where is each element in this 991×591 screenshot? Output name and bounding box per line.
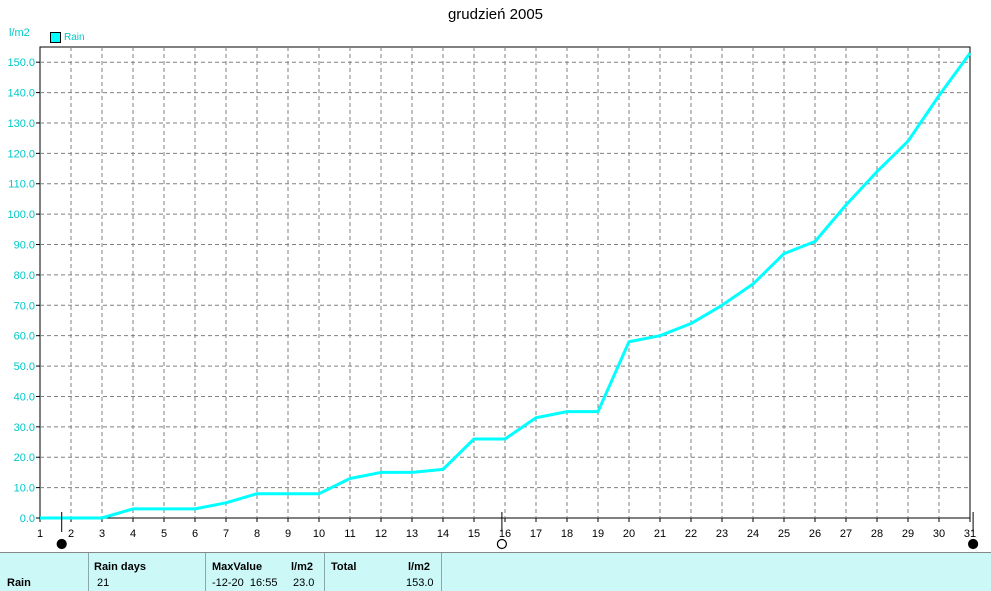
total-unit: l/m2 xyxy=(408,561,431,573)
x-tick-label: 13 xyxy=(406,528,418,540)
x-tick-label: 21 xyxy=(654,528,666,540)
y-axis-unit-label: l/m2 xyxy=(9,27,30,39)
y-tick-label: 110.0 xyxy=(8,179,35,191)
y-tick-label: 80.0 xyxy=(14,270,35,282)
x-tick-label: 27 xyxy=(840,528,852,540)
x-tick-label: 1 xyxy=(37,528,43,540)
stats-row-label-col: Rain xyxy=(0,553,89,591)
x-tick-label: 16 xyxy=(499,528,511,540)
x-tick-label: 18 xyxy=(561,528,573,540)
x-tick-label: 19 xyxy=(592,528,604,540)
x-tick-label: 25 xyxy=(778,528,790,540)
x-tick-label: 26 xyxy=(809,528,821,540)
x-tick-label: 11 xyxy=(344,528,355,540)
legend-label-rain: Rain xyxy=(64,31,85,43)
y-tick-label: 150.0 xyxy=(7,57,35,69)
total-value: 153.0 xyxy=(406,577,434,589)
y-tick-label: 140.0 xyxy=(7,88,35,100)
y-tick-label: 90.0 xyxy=(14,240,35,252)
y-tick-label: 10.0 xyxy=(14,483,35,495)
maxvalue-time: -12-20 16:55 xyxy=(212,577,278,589)
x-tick-label: 14 xyxy=(437,528,449,540)
x-tick-label: 8 xyxy=(254,528,260,540)
x-tick-label: 5 xyxy=(161,528,167,540)
maxvalue-value: 23.0 xyxy=(293,577,315,589)
total-col: Total l/m2 153.0 xyxy=(324,553,442,591)
y-tick-label: 70.0 xyxy=(14,300,35,312)
x-tick-label: 2 xyxy=(68,528,74,540)
rain-line-chart: 0.0 10.0 20.0 30.0 40.0 50.0 60.0 70.0 80.0 90.0 1… xyxy=(7,46,979,550)
x-tick-label: 3 xyxy=(99,528,105,540)
new-moon-icon xyxy=(967,538,979,550)
y-tick-label: 130.0 xyxy=(7,118,35,130)
legend: Rain xyxy=(50,31,85,43)
x-tick-label: 29 xyxy=(902,528,914,540)
x-tick-label: 23 xyxy=(716,528,728,540)
x-tick-label: 17 xyxy=(530,528,542,540)
x-tick-label: 9 xyxy=(285,528,291,540)
x-tick-label: 6 xyxy=(192,528,198,540)
y-tick-label: 100.0 xyxy=(7,209,35,221)
x-tick-label: 4 xyxy=(130,528,136,540)
x-tick-label: 10 xyxy=(313,528,325,540)
x-tick-label: 24 xyxy=(747,528,759,540)
legend-swatch-rain xyxy=(50,31,61,43)
y-tick-label: 60.0 xyxy=(14,331,35,343)
maxvalue-unit: l/m2 xyxy=(291,561,314,573)
x-tick-label: 28 xyxy=(871,528,883,540)
x-tick-label: 7 xyxy=(223,528,229,540)
stats-panel: Rain Rain days 21 MaxValue l/m2 -12-20 1… xyxy=(0,552,991,591)
y-tick-label: 40.0 xyxy=(14,391,35,403)
x-tick-label: 31 xyxy=(964,528,976,540)
chart-title: grudzień 2005 xyxy=(447,6,544,23)
rain-days-header: Rain days xyxy=(94,561,146,573)
x-tick-label: 12 xyxy=(375,528,387,540)
series-line-rain xyxy=(40,52,972,520)
x-tick-label: 20 xyxy=(623,528,635,540)
y-tick-label: 20.0 xyxy=(14,452,35,464)
new-moon-icon xyxy=(56,538,67,550)
rain-days-col: Rain days 21 xyxy=(88,553,206,591)
x-tick-label: 30 xyxy=(933,528,945,540)
maxvalue-header: MaxValue xyxy=(212,561,263,573)
y-tick-label: 120.0 xyxy=(7,148,35,160)
maxvalue-col: MaxValue l/m2 -12-20 16:55 23.0 xyxy=(205,553,325,591)
x-tick-label: 22 xyxy=(685,528,697,540)
y-tick-label: 50.0 xyxy=(14,361,35,373)
y-tick-label: 0.0 xyxy=(20,513,35,525)
full-moon-icon xyxy=(496,538,507,550)
rain-days-value: 21 xyxy=(97,577,110,589)
y-tick-label: 30.0 xyxy=(14,422,35,434)
stats-row-label: Rain xyxy=(7,577,31,589)
x-tick-label: 15 xyxy=(468,528,480,540)
total-header: Total xyxy=(331,561,357,573)
